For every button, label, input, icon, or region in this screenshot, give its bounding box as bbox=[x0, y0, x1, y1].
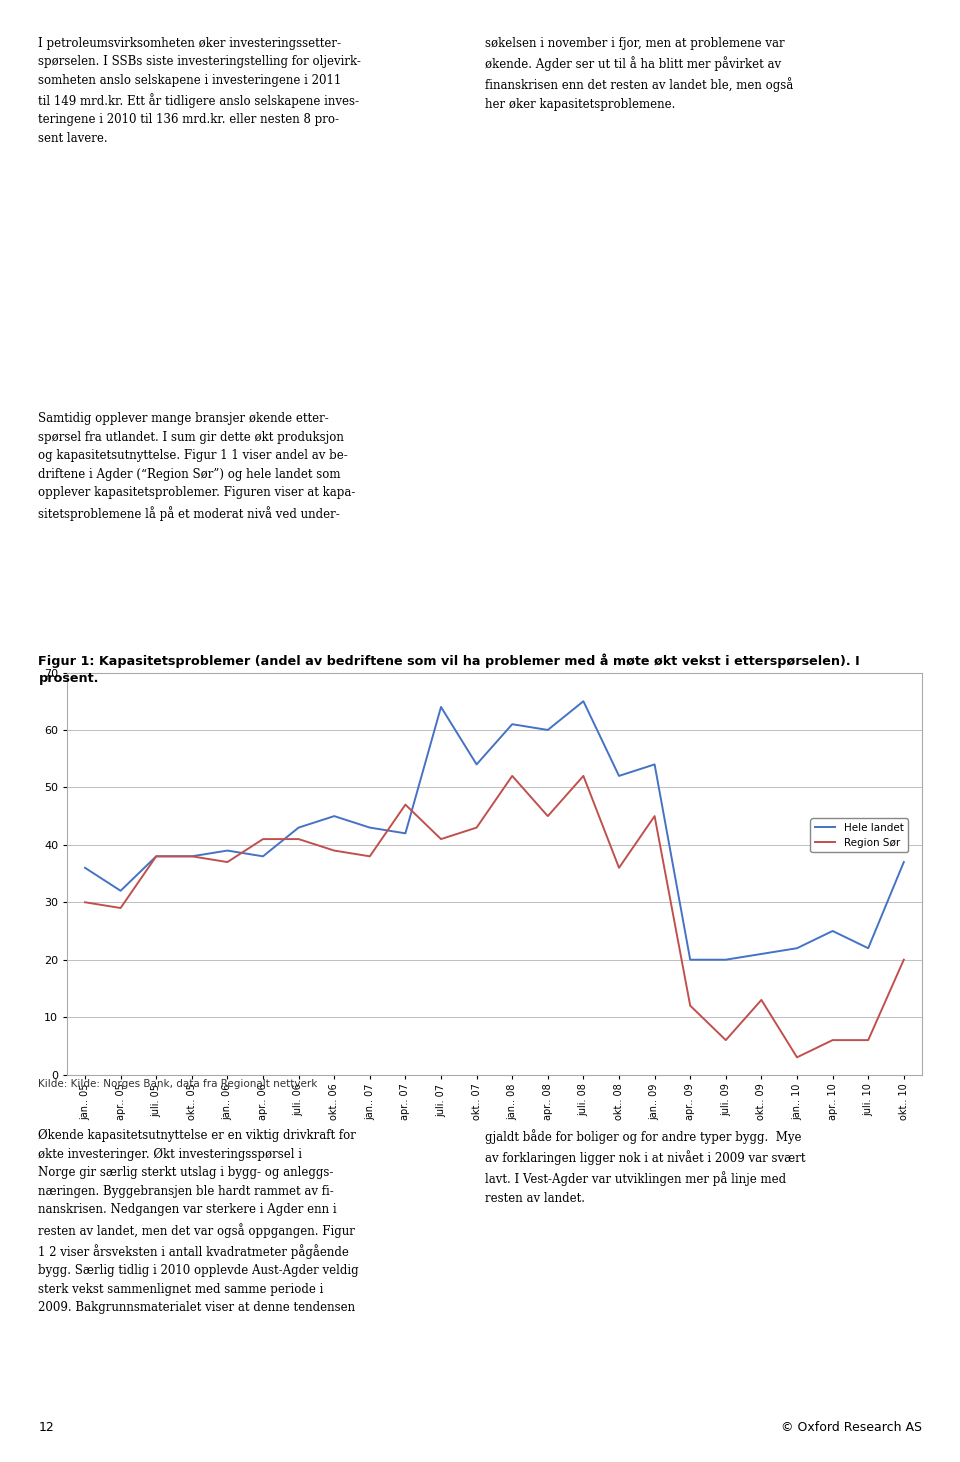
Hele landet bbox=[827, 923, 838, 940]
Hele landet bbox=[115, 882, 127, 899]
Text: Figur 1: Kapasitetsproblemer (andel av bedriftene som vil ha problemer med å møt: Figur 1: Kapasitetsproblemer (andel av b… bbox=[38, 654, 860, 686]
Hele landet bbox=[684, 950, 696, 968]
Hele landet bbox=[186, 848, 198, 866]
Hele landet bbox=[720, 950, 732, 968]
Region Sør bbox=[578, 768, 589, 785]
Region Sør bbox=[862, 1031, 874, 1048]
Hele landet bbox=[470, 756, 482, 773]
Region Sør bbox=[684, 997, 696, 1015]
Text: © Oxford Research AS: © Oxford Research AS bbox=[780, 1421, 922, 1434]
Text: Samtidig opplever mange bransjer økende etter-
spørsel fra utlandet. I sum gir d: Samtidig opplever mange bransjer økende … bbox=[38, 412, 356, 520]
Hele landet bbox=[328, 807, 340, 825]
Hele landet bbox=[898, 854, 909, 871]
Text: Økende kapasitetsutnyttelse er en viktig drivkraft for
økte investeringer. Økt i: Økende kapasitetsutnyttelse er en viktig… bbox=[38, 1129, 359, 1314]
Hele landet bbox=[293, 819, 304, 836]
Region Sør bbox=[756, 991, 767, 1009]
Hele landet bbox=[257, 848, 269, 866]
Hele landet bbox=[399, 825, 411, 842]
Region Sør bbox=[507, 768, 518, 785]
Hele landet bbox=[507, 715, 518, 732]
Hele landet bbox=[613, 768, 625, 785]
Text: gjaldt både for boliger og for andre typer bygg.  Mye
av forklaringen ligger nok: gjaldt både for boliger og for andre typ… bbox=[485, 1129, 805, 1205]
Region Sør bbox=[720, 1031, 732, 1048]
Region Sør bbox=[115, 899, 127, 917]
Region Sør bbox=[649, 807, 660, 825]
Region Sør bbox=[186, 848, 198, 866]
Region Sør bbox=[293, 830, 304, 848]
Region Sør bbox=[898, 950, 909, 968]
Hele landet bbox=[649, 756, 660, 773]
Hele landet bbox=[578, 693, 589, 711]
Hele landet bbox=[364, 819, 375, 836]
Line: Hele landet: Hele landet bbox=[85, 702, 903, 959]
Text: Kilde: Kilde: Norges Bank, data fra Regionalt nettverk: Kilde: Kilde: Norges Bank, data fra Regi… bbox=[38, 1079, 318, 1089]
Text: I petroleumsvirksomheten øker investeringssetter-
spørselen. I SSBs siste invest: I petroleumsvirksomheten øker investerin… bbox=[38, 37, 361, 145]
Hele landet bbox=[791, 940, 803, 958]
Hele landet bbox=[80, 860, 91, 877]
Hele landet bbox=[151, 848, 162, 866]
Region Sør bbox=[399, 795, 411, 813]
Region Sør bbox=[827, 1031, 838, 1048]
Hele landet bbox=[222, 842, 233, 860]
Line: Region Sør: Region Sør bbox=[85, 776, 903, 1057]
Region Sør bbox=[435, 830, 446, 848]
Hele landet bbox=[542, 721, 554, 738]
Region Sør bbox=[613, 860, 625, 877]
Region Sør bbox=[222, 854, 233, 871]
Region Sør bbox=[470, 819, 482, 836]
Text: søkelsen i november i fjor, men at problemene var
økende. Agder ser ut til å ha : søkelsen i november i fjor, men at probl… bbox=[485, 37, 793, 111]
Region Sør bbox=[791, 1048, 803, 1066]
Region Sør bbox=[257, 830, 269, 848]
Region Sør bbox=[151, 848, 162, 866]
Legend: Hele landet, Region Sør: Hele landet, Region Sør bbox=[810, 819, 908, 852]
Text: 12: 12 bbox=[38, 1421, 54, 1434]
Region Sør bbox=[80, 893, 91, 911]
Region Sør bbox=[364, 848, 375, 866]
Region Sør bbox=[542, 807, 554, 825]
Region Sør bbox=[328, 842, 340, 860]
Hele landet bbox=[435, 699, 446, 716]
Hele landet bbox=[756, 944, 767, 962]
Hele landet bbox=[862, 940, 874, 958]
